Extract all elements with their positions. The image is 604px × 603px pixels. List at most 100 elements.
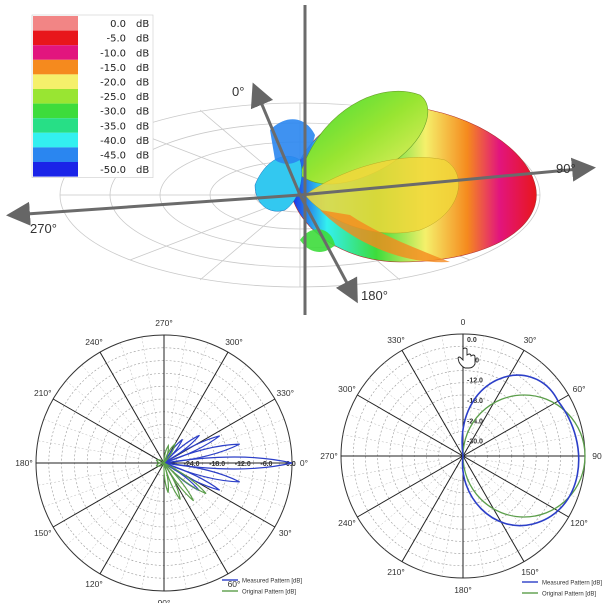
- polar-angle-label: 30°: [524, 335, 537, 345]
- axis-label-right: 90°: [556, 161, 576, 176]
- polar-minor-spoke: [481, 471, 557, 535]
- polar-plot-right: 0 30° 60° 90 120° 150° 180° 210° 240° 270° 300° 330…: [320, 317, 602, 598]
- colorbar-unit: dB: [136, 107, 149, 118]
- colorbar-unit: dB: [136, 34, 149, 45]
- polar-angle-label: 330°: [276, 388, 294, 398]
- polar-radial-label: -6.0: [260, 461, 272, 468]
- polar-angle-label: 30°: [279, 528, 292, 538]
- polar-radial-label: 0.0: [467, 337, 477, 344]
- colorbar-swatch: [33, 59, 78, 75]
- colorbar-value: -5.0: [106, 34, 126, 45]
- colorbar-unit: dB: [136, 136, 149, 147]
- axis-label-left: 270°: [30, 221, 57, 236]
- polar-radial-label: -30.0: [467, 439, 483, 446]
- colorbar-value: -50.0: [100, 165, 126, 176]
- polar-minor-spoke: [441, 335, 460, 433]
- polar-minor-spoke: [485, 414, 578, 448]
- pattern-lobe: [163, 462, 181, 500]
- polar-angle-label: 120°: [85, 579, 103, 589]
- polar-angle-label: 90: [592, 451, 602, 461]
- polar-minor-spoke: [183, 380, 263, 447]
- colorbar-swatch: [33, 74, 78, 89]
- polar-minor-spoke: [342, 459, 440, 478]
- pattern-lobe: [163, 438, 184, 464]
- polar-angle-label: 300°: [225, 337, 243, 347]
- polar-plot-left: 0° 30° 60° 90° 120° 150° 180° 210° 240° 270° 300° 3…: [15, 318, 308, 603]
- polar-angle-label: 210°: [34, 388, 52, 398]
- polar-radial-label: -24.0: [184, 461, 200, 468]
- colorbar-unit: dB: [136, 121, 149, 132]
- colorbar-swatch: [33, 162, 78, 177]
- polar-minor-spoke: [486, 459, 584, 478]
- polar-minor-spoke: [65, 479, 145, 546]
- colorbar-swatch: [33, 89, 78, 104]
- colorbar-swatch: [33, 45, 78, 60]
- polar-minor-spoke: [65, 380, 145, 447]
- polar-minor-spoke: [172, 486, 209, 584]
- polar-minor-spoke: [441, 479, 460, 577]
- polar-angle-label: 240°: [85, 337, 103, 347]
- polar-angle-label: 0°: [300, 458, 308, 468]
- colorbar-value: -40.0: [100, 136, 126, 147]
- legend-label: Original Pattern [dB]: [242, 590, 296, 596]
- colorbar-unit: dB: [136, 78, 149, 89]
- polar-angle-label: 60°: [228, 579, 241, 589]
- colorbar-unit: dB: [136, 151, 149, 162]
- polar-minor-spoke: [187, 418, 285, 455]
- polar-angle-label: 120°: [570, 518, 588, 528]
- polar-minor-spoke: [37, 467, 139, 486]
- polar-minor-spoke: [486, 434, 584, 453]
- polar-radial-label: -12.0: [235, 461, 251, 468]
- polar-minor-spoke: [478, 474, 542, 550]
- axis-label-bottom: 180°: [361, 288, 388, 303]
- polar-minor-spoke: [466, 335, 485, 433]
- hand-cursor-icon: [457, 347, 476, 369]
- polar-minor-spoke: [168, 488, 187, 590]
- colorbar-value: -25.0: [100, 92, 126, 103]
- polar-minor-spoke: [421, 478, 455, 571]
- polar-angle-label: 0: [461, 317, 466, 327]
- colorbar-swatch: [33, 132, 78, 148]
- colorbar-unit: dB: [136, 165, 149, 176]
- pattern-lobe: [155, 462, 166, 467]
- polar-angle-label: 270°: [155, 318, 173, 328]
- polar-minor-spoke: [348, 414, 441, 448]
- polar-minor-spoke: [187, 471, 285, 508]
- pattern-lobe: [163, 456, 293, 470]
- legend-label: Measured Pattern [dB]: [242, 579, 302, 585]
- polar-radial-label: -18.0: [467, 398, 483, 405]
- polar-minor-spoke: [421, 341, 455, 434]
- colorbar: 0.0 dB-5.0 dB-10.0 dB-15.0 dB-20.0 dB-25.0 dB-…: [31, 14, 154, 178]
- colorbar-swatch: [33, 118, 78, 133]
- polar-minor-spoke: [369, 471, 445, 535]
- polar-minor-spoke: [141, 336, 160, 438]
- polar-angle-label: 150°: [521, 567, 539, 577]
- polar-minor-spoke: [384, 362, 448, 438]
- polar-radial-label: 0.0: [286, 461, 296, 468]
- polar-minor-spoke: [81, 364, 148, 444]
- polar-angle-label: 60°: [573, 384, 586, 394]
- polar-minor-spoke: [141, 488, 160, 590]
- colorbar-swatch: [33, 147, 78, 162]
- polar-minor-spoke: [384, 474, 448, 550]
- pattern-lobe: [163, 443, 170, 464]
- polar-angle-label: 210°: [387, 567, 405, 577]
- colorbar-swatch: [33, 16, 78, 31]
- polar-minor-spoke: [119, 486, 156, 584]
- polar-minor-spoke: [466, 479, 485, 577]
- colorbar-value: 0.0: [110, 19, 126, 30]
- polar-radial-label: -18.0: [209, 461, 225, 468]
- polar-minor-spoke: [172, 342, 209, 440]
- polar-minor-spoke: [183, 479, 263, 546]
- pattern-lobe: [163, 462, 207, 495]
- polar-angle-label: 270°: [320, 451, 338, 461]
- colorbar-value: -35.0: [100, 121, 126, 132]
- polar-angle-label: 300°: [338, 384, 356, 394]
- polar-angle-label: 90°: [158, 598, 171, 603]
- polar-minor-spoke: [37, 440, 139, 459]
- polar-minor-spoke: [43, 471, 141, 508]
- pattern-lobe: [163, 462, 170, 493]
- colorbar-value: -45.0: [100, 151, 126, 162]
- polar-minor-spoke: [481, 377, 557, 441]
- polar-minor-spoke: [168, 336, 187, 438]
